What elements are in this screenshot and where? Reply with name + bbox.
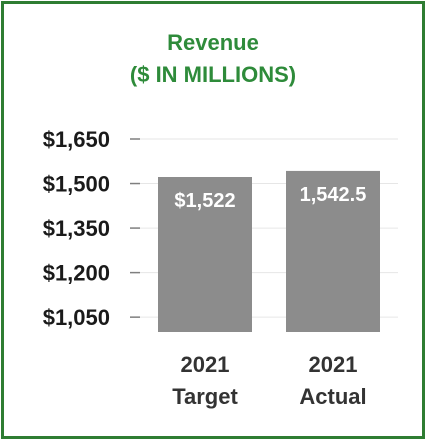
chart-title: Revenue	[167, 30, 259, 55]
y-tick-label: $1,500	[43, 172, 110, 197]
data-label: 1,542.5	[300, 184, 367, 206]
x-tick-label: Actual	[299, 384, 366, 409]
y-tick-label: $1,050	[43, 305, 110, 330]
bar	[286, 170, 380, 332]
x-tick-label: 2021	[309, 352, 358, 377]
data-label: $1,522	[174, 190, 235, 212]
chart-subtitle: ($ IN MILLIONS)	[129, 62, 297, 87]
x-axis: 2021 Target 2021 Actual	[172, 352, 366, 409]
y-tick-label: $1,650	[43, 127, 110, 152]
x-tick-label: Target	[172, 384, 238, 409]
y-tick-label: $1,350	[43, 216, 110, 241]
y-axis: $1,050 $1,200 $1,350 $1,500 $1,650	[43, 127, 140, 330]
x-tick-label: 2021	[181, 352, 230, 377]
bar	[158, 177, 252, 332]
bars	[158, 170, 380, 332]
y-tick-label: $1,200	[43, 261, 110, 286]
data-labels: $1,522 1,542.5	[174, 184, 366, 212]
